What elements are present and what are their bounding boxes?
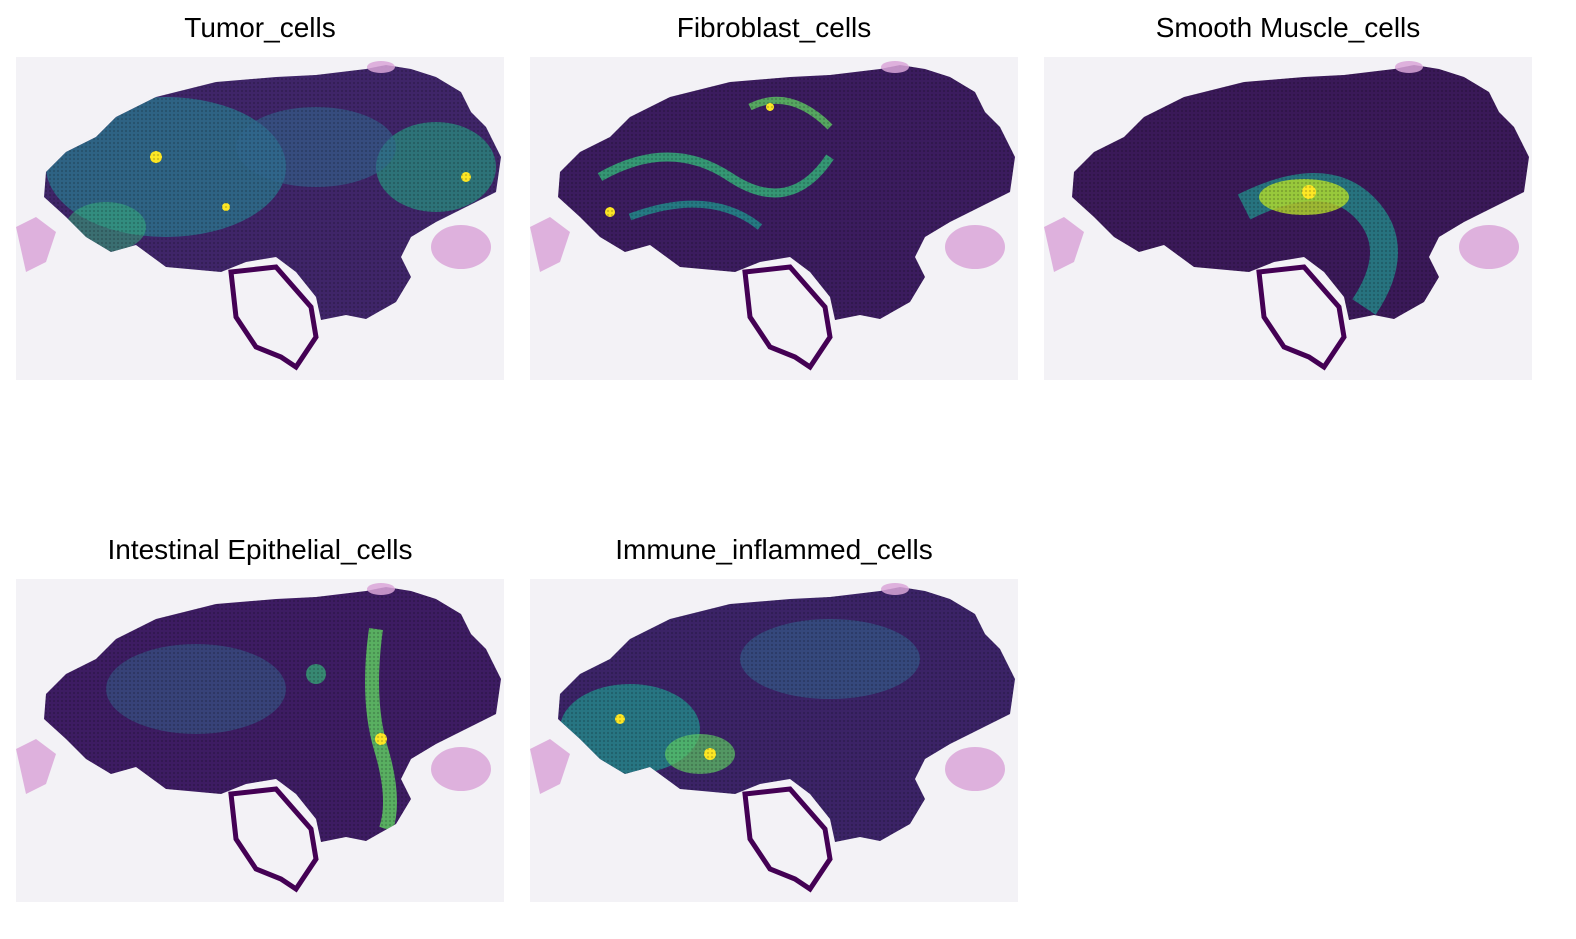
panel-title: Smooth Muscle_cells [1155, 12, 1421, 43]
panel-title: Intestinal Epithelial_cells [107, 534, 413, 565]
spatial-heatmap-image [530, 579, 1018, 902]
panel-title: Immune_inflammed_cells [615, 534, 933, 565]
spatial-heatmap-image [16, 57, 504, 380]
spatial-heatmap-image [530, 57, 1018, 380]
panel-title: Tumor_cells [184, 12, 336, 43]
spatial-heatmap-image [1044, 57, 1532, 380]
spatial-heatmap-image [16, 579, 504, 902]
panel-title: Fibroblast_cells [676, 12, 872, 43]
